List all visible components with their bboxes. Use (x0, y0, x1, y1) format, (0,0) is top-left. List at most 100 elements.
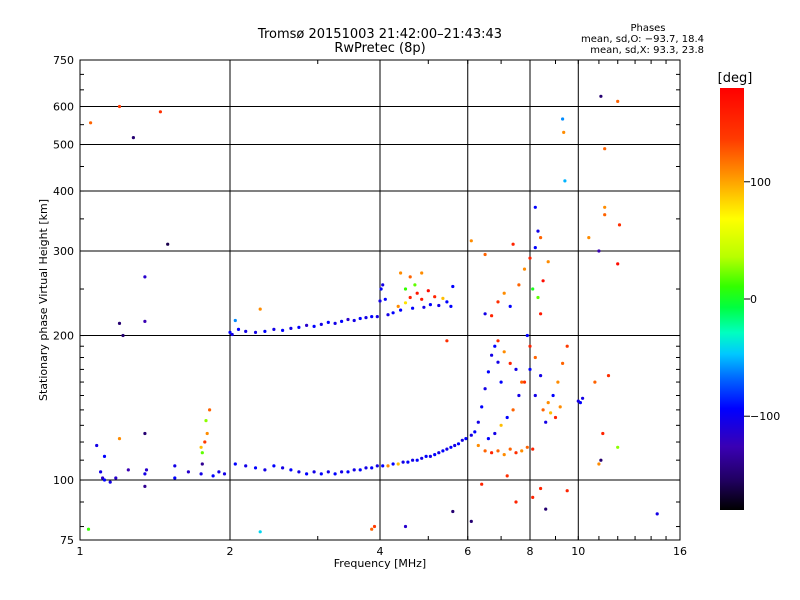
data-point (372, 524, 377, 529)
data-point (102, 478, 107, 482)
data-point (381, 464, 385, 468)
data-point (603, 147, 607, 151)
data-point (253, 466, 258, 470)
data-point (445, 339, 449, 343)
data-point (533, 205, 537, 209)
data-point (505, 415, 509, 420)
x-tick-label: 2 (227, 545, 234, 558)
data-point (499, 380, 503, 384)
data-point (539, 374, 543, 378)
data-point (386, 464, 390, 468)
data-point (528, 367, 532, 371)
data-point (263, 329, 267, 333)
data-point (437, 303, 441, 308)
data-point (522, 267, 527, 271)
chart-title: Tromsø 20151003 21:42:00–21:43:43 (257, 27, 502, 42)
data-point (546, 401, 550, 405)
data-point (358, 316, 362, 321)
data-point (208, 408, 212, 412)
data-point (244, 329, 248, 333)
data-point (233, 462, 237, 466)
data-point (217, 470, 221, 474)
data-point (502, 350, 506, 354)
data-point (433, 295, 437, 299)
data-point (536, 229, 540, 233)
data-point (451, 284, 455, 289)
data-point (565, 344, 569, 348)
data-point (326, 320, 330, 324)
data-point (121, 333, 125, 338)
data-point (511, 408, 515, 412)
data-point (493, 344, 497, 348)
data-point (200, 462, 204, 466)
data-point (408, 275, 412, 279)
data-point (451, 509, 455, 514)
data-point (469, 519, 473, 524)
data-point (428, 303, 432, 307)
data-point (502, 291, 506, 295)
data-point (525, 445, 529, 449)
data-point (476, 443, 480, 448)
data-point (480, 482, 484, 486)
data-point (525, 333, 529, 338)
data-point (396, 304, 400, 308)
data-point (546, 260, 550, 264)
x-tick-label: 6 (464, 545, 471, 558)
data-point (655, 512, 659, 516)
data-point (143, 431, 147, 436)
data-point (203, 440, 207, 444)
colorbar-tick-label: 100 (750, 176, 771, 189)
data-point (562, 130, 566, 134)
data-points (86, 94, 659, 534)
data-point (426, 289, 430, 293)
data-point (539, 312, 543, 316)
data-point (370, 466, 374, 470)
data-point (378, 299, 382, 303)
y-tick-label: 400 (53, 185, 74, 198)
data-point (233, 318, 237, 323)
data-point (480, 405, 484, 409)
colorbar-ticks: 100 0 −100 (744, 176, 780, 423)
data-point (253, 330, 258, 334)
data-point (258, 307, 262, 311)
data-point (375, 464, 379, 468)
data-point (143, 484, 147, 488)
x-axis-label: Frequency [MHz] (334, 557, 426, 570)
data-point (411, 458, 415, 462)
data-point (272, 464, 276, 468)
data-point (102, 454, 107, 458)
data-point (531, 495, 535, 499)
data-point (333, 321, 337, 325)
data-point (528, 256, 532, 260)
data-point (502, 453, 506, 457)
data-point (420, 271, 424, 275)
data-point (200, 451, 204, 455)
data-point (89, 121, 93, 125)
data-point (469, 433, 473, 437)
data-point (599, 458, 603, 462)
data-point (408, 295, 412, 300)
data-point (531, 287, 535, 291)
data-point (483, 387, 487, 391)
data-point (445, 447, 449, 451)
x-tick-labels: 1 2 4 6 8 10 16 (77, 545, 688, 558)
data-point (228, 330, 232, 334)
data-point (236, 327, 241, 331)
data-point (433, 453, 437, 457)
data-point (305, 472, 309, 476)
data-point (230, 332, 234, 337)
data-point (272, 327, 276, 331)
data-point (464, 437, 468, 441)
data-point (244, 464, 248, 468)
data-point (597, 249, 601, 253)
data-point (511, 242, 515, 246)
data-point (531, 447, 535, 451)
data-point (403, 287, 408, 291)
y-tick-label: 75 (60, 534, 74, 547)
data-point (114, 476, 118, 480)
data-point (539, 486, 543, 491)
data-point (396, 462, 400, 466)
colorbar-tick-label: 0 (750, 293, 757, 306)
data-point (352, 318, 356, 323)
data-point (420, 456, 424, 460)
